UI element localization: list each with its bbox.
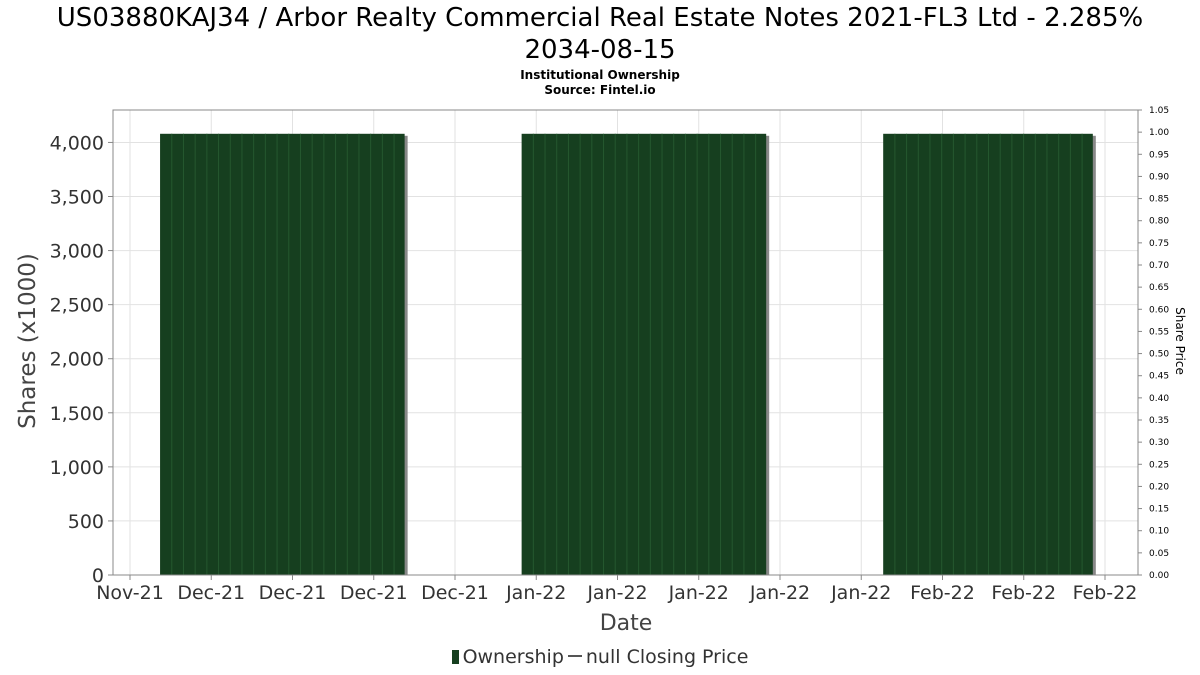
y2-tick-label: 0.00 <box>1149 571 1169 581</box>
chart-title: US03880KAJ34 / Arbor Realty Commercial R… <box>0 2 1200 66</box>
y2-tick-label: 1.05 <box>1149 106 1169 116</box>
chart-subtitle-line-1: Institutional Ownership <box>520 68 680 82</box>
plot-frame <box>112 109 1139 576</box>
y-tick-label: 500 <box>68 511 104 533</box>
ownership-bar <box>521 133 767 575</box>
x-tick-label: Dec-21 <box>421 582 489 604</box>
y2-tick-label: 0.70 <box>1149 261 1169 271</box>
x-tick-label: Dec-21 <box>177 582 245 604</box>
x-tick-label: Jan-22 <box>749 582 810 604</box>
x-axis-label: Date <box>600 611 653 636</box>
y-tick-label: 0 <box>92 565 104 587</box>
y2-tick-label: 0.65 <box>1149 283 1169 293</box>
closing-price-legend-line <box>567 655 582 657</box>
x-tick-label: Dec-21 <box>340 582 408 604</box>
chart-subtitle-line-2: Source: Fintel.io <box>544 83 656 97</box>
y-tick-label: 2,500 <box>50 295 104 317</box>
ownership-legend-label: Ownership <box>462 646 564 668</box>
y2-tick-label: 0.35 <box>1149 416 1169 426</box>
chart-title-line-2: 2034-08-15 <box>524 35 676 65</box>
y-tick-label: 1,000 <box>50 457 104 479</box>
y2-tick-label: 0.50 <box>1149 350 1169 360</box>
chart-title-line-1: US03880KAJ34 / Arbor Realty Commercial R… <box>56 3 1144 33</box>
y2-axis-label: Share Price <box>1173 307 1187 375</box>
x-tick-label: Feb-22 <box>1073 582 1138 604</box>
x-tick-label: Jan-22 <box>505 582 566 604</box>
y-tick-label: 2,000 <box>50 349 104 371</box>
chart-legend: Ownership null Closing Price <box>0 646 1200 668</box>
x-tick-label: Jan-22 <box>586 582 647 604</box>
y-tick-label: 4,000 <box>50 132 104 154</box>
ownership-bar <box>160 133 405 575</box>
x-tick-label: Jan-22 <box>830 582 891 604</box>
y2-tick-label: 0.45 <box>1149 372 1169 382</box>
y-axis-label: Shares (x1000) <box>15 253 41 429</box>
y2-tick-label: 0.55 <box>1149 327 1169 337</box>
y2-tick-label: 0.90 <box>1149 172 1169 182</box>
x-tick-label: Dec-21 <box>259 582 327 604</box>
ownership-legend-swatch <box>451 650 459 664</box>
y2-tick-label: 0.80 <box>1149 217 1169 227</box>
y2-tick-label: 0.40 <box>1149 394 1169 404</box>
y2-tick-label: 0.60 <box>1149 305 1169 315</box>
closing-price-legend-label: null Closing Price <box>585 646 749 668</box>
x-tick-label: Jan-22 <box>668 582 729 604</box>
x-tick-label: Nov-21 <box>96 582 164 604</box>
y2-tick-label: 1.00 <box>1149 128 1169 138</box>
x-tick-label: Feb-22 <box>991 582 1056 604</box>
ownership-chart: 0 500 1,000 1,500 2,000 2,500 3,000 3,500 4,000 N… <box>15 106 1187 636</box>
y2-tick-label: 0.20 <box>1149 482 1169 492</box>
y2-tick-label: 0.30 <box>1149 438 1169 448</box>
chart-subtitle: Institutional Ownership Source: Fintel.i… <box>0 68 1200 98</box>
x-tick-label: Feb-22 <box>910 582 975 604</box>
y-tick-label: 1,500 <box>50 403 104 425</box>
y2-tick-label: 0.15 <box>1149 505 1169 515</box>
y2-tick-label: 0.05 <box>1149 549 1169 559</box>
y2-tick-label: 0.95 <box>1149 150 1169 160</box>
y2-tick-label: 0.85 <box>1149 195 1169 205</box>
y2-tick-label: 0.25 <box>1149 460 1169 470</box>
y-tick-label: 3,500 <box>50 187 104 209</box>
y2-tick-label: 0.10 <box>1149 527 1169 537</box>
y-tick-label: 3,000 <box>50 241 104 263</box>
y2-tick-label: 0.75 <box>1149 239 1169 249</box>
